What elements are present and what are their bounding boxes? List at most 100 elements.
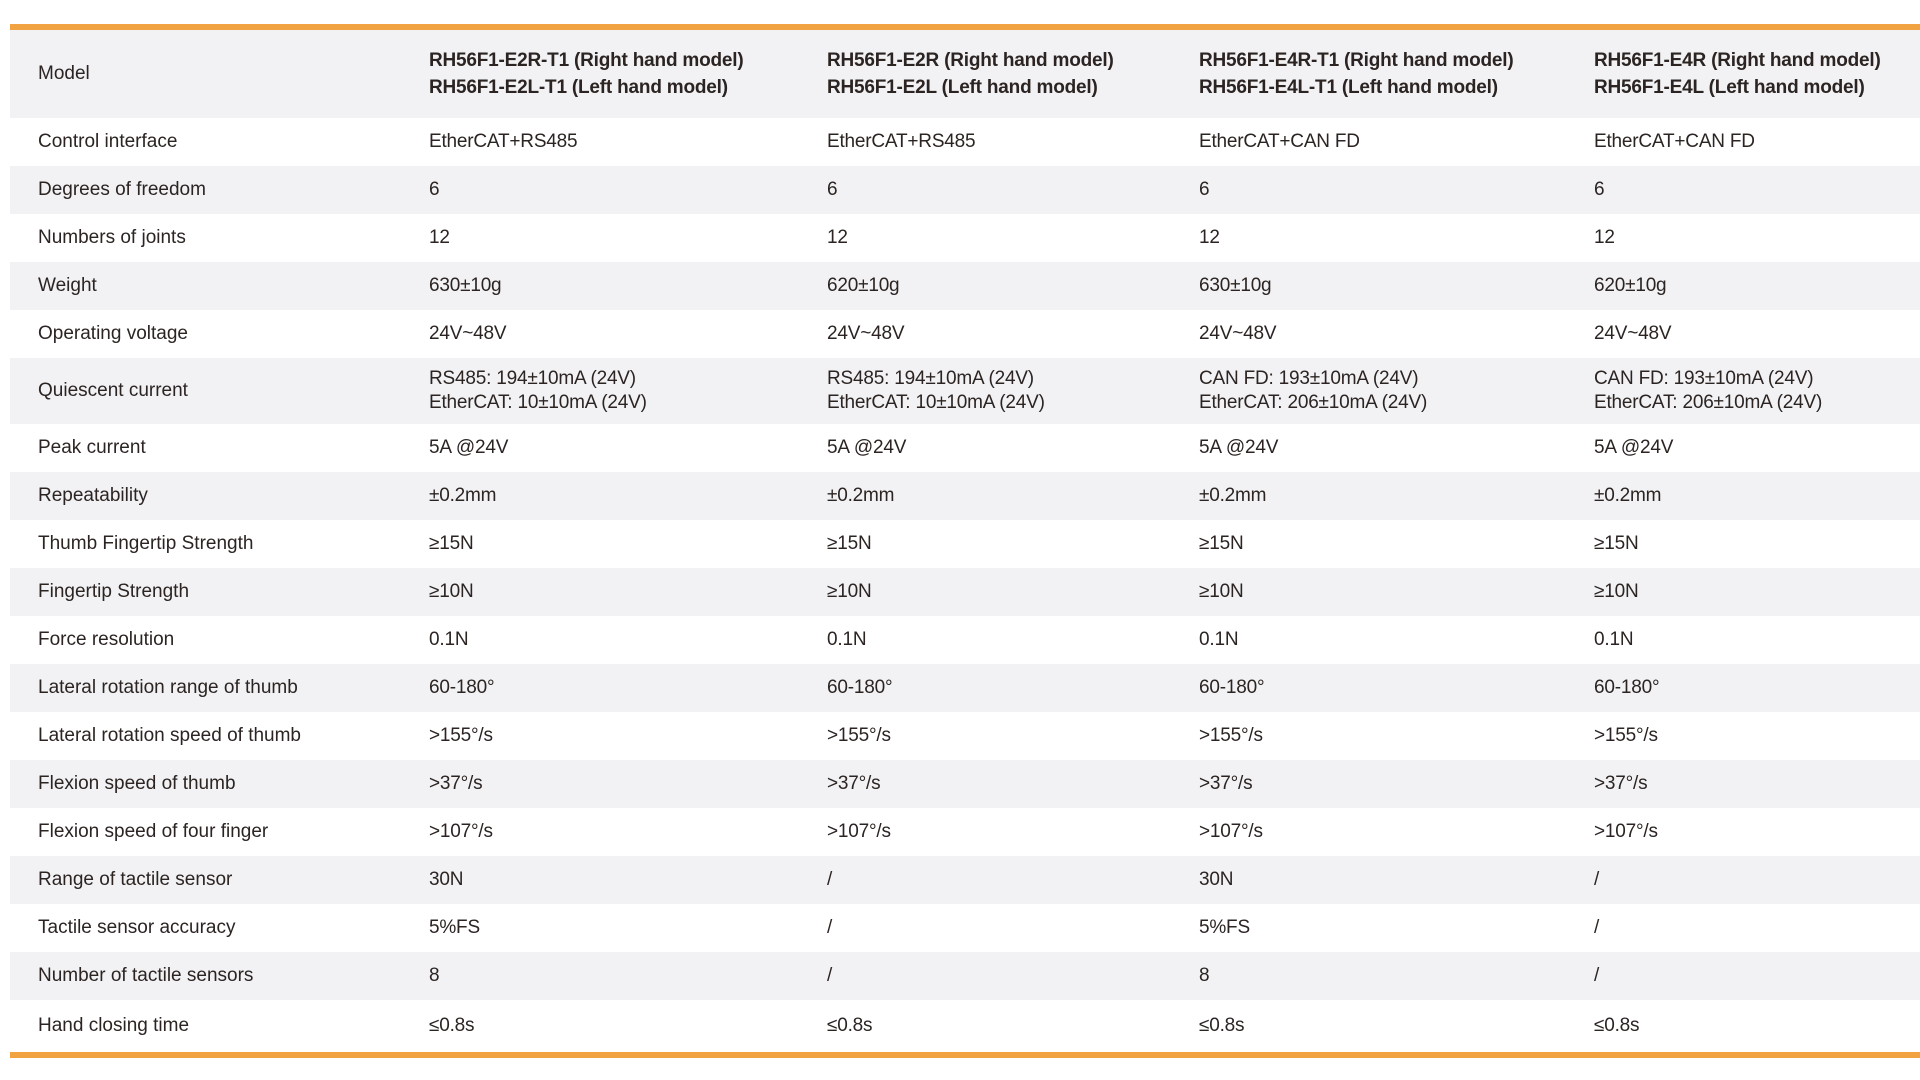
spec-value: 12 xyxy=(429,227,450,248)
header-model-label: Model xyxy=(38,63,90,84)
table-row: Peak current 5A @24V 5A @24V 5A @24V 5A @24V xyxy=(10,424,1920,472)
spec-value: >107°/s xyxy=(1199,821,1263,842)
spec-value: >37°/s xyxy=(429,773,483,794)
row-label: Operating voltage xyxy=(38,323,188,344)
spec-value: ±0.2mm xyxy=(827,485,895,506)
table-row: Force resolution 0.1N 0.1N 0.1N 0.1N xyxy=(10,616,1920,664)
spec-value: RS485: 194±10mA (24V) EtherCAT: 10±10mA (… xyxy=(827,368,1045,413)
spec-value: 30N xyxy=(429,869,464,890)
row-label: Range of tactile sensor xyxy=(38,869,233,890)
spec-value: >155°/s xyxy=(827,725,891,746)
spec-value: >37°/s xyxy=(1199,773,1253,794)
spec-value: 5%FS xyxy=(1199,917,1250,938)
table-row: Operating voltage 24V~48V 24V~48V 24V~48V 24… xyxy=(10,310,1920,358)
row-label: Repeatability xyxy=(38,485,148,506)
spec-value: 6 xyxy=(429,179,440,200)
table-header-row: Model RH56F1-E2R-T1 (Right hand model) RH… xyxy=(10,30,1920,118)
table-row: Control interface EtherCAT+RS485 EtherCAT+… xyxy=(10,118,1920,166)
spec-value: ±0.2mm xyxy=(429,485,497,506)
spec-value: EtherCAT+RS485 xyxy=(827,131,976,152)
spec-value: ≤0.8s xyxy=(429,1015,475,1036)
spec-value: 620±10g xyxy=(1594,275,1667,296)
table-row: Hand closing time ≤0.8s ≤0.8s ≤0.8s ≤0.8s xyxy=(10,1000,1920,1052)
spec-value: >155°/s xyxy=(429,725,493,746)
spec-value: EtherCAT+CAN FD xyxy=(1199,131,1360,152)
spec-value: 620±10g xyxy=(827,275,900,296)
spec-value: 6 xyxy=(827,179,838,200)
spec-value: >155°/s xyxy=(1199,725,1263,746)
spec-value: ≥10N xyxy=(429,581,474,602)
spec-value: 5A @24V xyxy=(1594,437,1674,458)
model-name: RH56F1-E2R (Right hand model) RH56F1-E2L … xyxy=(827,50,1114,98)
spec-value: ≥15N xyxy=(1199,533,1244,554)
spec-value: 12 xyxy=(827,227,848,248)
table-row: Quiescent current RS485: 194±10mA (24V) Et… xyxy=(10,358,1920,424)
spec-value: EtherCAT+RS485 xyxy=(429,131,578,152)
spec-value: / xyxy=(1594,917,1600,938)
spec-value: 0.1N xyxy=(429,629,469,650)
spec-value: 8 xyxy=(429,965,440,986)
spec-value: 60-180° xyxy=(1199,677,1265,698)
spec-value: 6 xyxy=(1594,179,1605,200)
table-row: Repeatability ±0.2mm ±0.2mm ±0.2mm ±0.2mm xyxy=(10,472,1920,520)
spec-value: 24V~48V xyxy=(827,323,905,344)
spec-value: 6 xyxy=(1199,179,1210,200)
spec-value: 24V~48V xyxy=(1594,323,1672,344)
spec-value: 0.1N xyxy=(1199,629,1239,650)
spec-value: ≥15N xyxy=(429,533,474,554)
spec-value: ≥10N xyxy=(1594,581,1639,602)
spec-value: / xyxy=(1594,869,1600,890)
spec-value: 60-180° xyxy=(1594,677,1660,698)
spec-value: 5A @24V xyxy=(827,437,907,458)
spec-value: >107°/s xyxy=(827,821,891,842)
spec-value: ≥10N xyxy=(827,581,872,602)
table-row: Number of tactile sensors 8 / 8 / xyxy=(10,952,1920,1000)
spec-value: 0.1N xyxy=(827,629,867,650)
spec-value: / xyxy=(827,917,833,938)
spec-value: 24V~48V xyxy=(1199,323,1277,344)
spec-value: ≥15N xyxy=(1594,533,1639,554)
spec-value: / xyxy=(1594,965,1600,986)
spec-value: >37°/s xyxy=(827,773,881,794)
spec-value: >155°/s xyxy=(1594,725,1658,746)
spec-table: Model RH56F1-E2R-T1 (Right hand model) RH… xyxy=(10,30,1920,1052)
spec-value: >107°/s xyxy=(429,821,493,842)
row-label: Hand closing time xyxy=(38,1015,190,1036)
spec-value: CAN FD: 193±10mA (24V) EtherCAT: 206±10mA… xyxy=(1594,368,1823,413)
row-label: Quiescent current xyxy=(38,380,188,401)
row-label: Numbers of joints xyxy=(38,227,186,248)
row-label: Flexion speed of thumb xyxy=(38,773,236,794)
spec-value: EtherCAT+CAN FD xyxy=(1594,131,1755,152)
spec-value: ≤0.8s xyxy=(827,1015,873,1036)
spec-value: / xyxy=(827,869,833,890)
spec-value: 630±10g xyxy=(1199,275,1272,296)
spec-value: ≥10N xyxy=(1199,581,1244,602)
table-row: Thumb Fingertip Strength ≥15N ≥15N ≥15N ≥15N xyxy=(10,520,1920,568)
spec-value: ≥15N xyxy=(827,533,872,554)
row-label: Weight xyxy=(38,275,97,296)
spec-value: 12 xyxy=(1594,227,1615,248)
spec-value: 12 xyxy=(1199,227,1220,248)
row-label: Degrees of freedom xyxy=(38,179,206,200)
table-row: Numbers of joints 12 12 12 12 xyxy=(10,214,1920,262)
table-row: Lateral rotation speed of thumb >155°/s >1… xyxy=(10,712,1920,760)
spec-value: 30N xyxy=(1199,869,1234,890)
table-row: Flexion speed of thumb >37°/s >37°/s >37°/s… xyxy=(10,760,1920,808)
row-label: Flexion speed of four finger xyxy=(38,821,269,842)
row-label: Lateral rotation range of thumb xyxy=(38,677,298,698)
spec-value: 5A @24V xyxy=(429,437,509,458)
spec-value: 60-180° xyxy=(429,677,495,698)
table-row: Flexion speed of four finger >107°/s >107°… xyxy=(10,808,1920,856)
spec-value: / xyxy=(827,965,833,986)
spec-value: ≤0.8s xyxy=(1199,1015,1245,1036)
spec-value: 8 xyxy=(1199,965,1210,986)
model-name: RH56F1-E2R-T1 (Right hand model) RH56F1-E… xyxy=(429,50,744,98)
spec-value: ±0.2mm xyxy=(1199,485,1267,506)
spec-value: 5%FS xyxy=(429,917,480,938)
spec-value: 24V~48V xyxy=(429,323,507,344)
spec-value: >107°/s xyxy=(1594,821,1658,842)
spec-value: >37°/s xyxy=(1594,773,1648,794)
row-label: Number of tactile sensors xyxy=(38,965,254,986)
bottom-accent-bar xyxy=(10,1052,1920,1058)
